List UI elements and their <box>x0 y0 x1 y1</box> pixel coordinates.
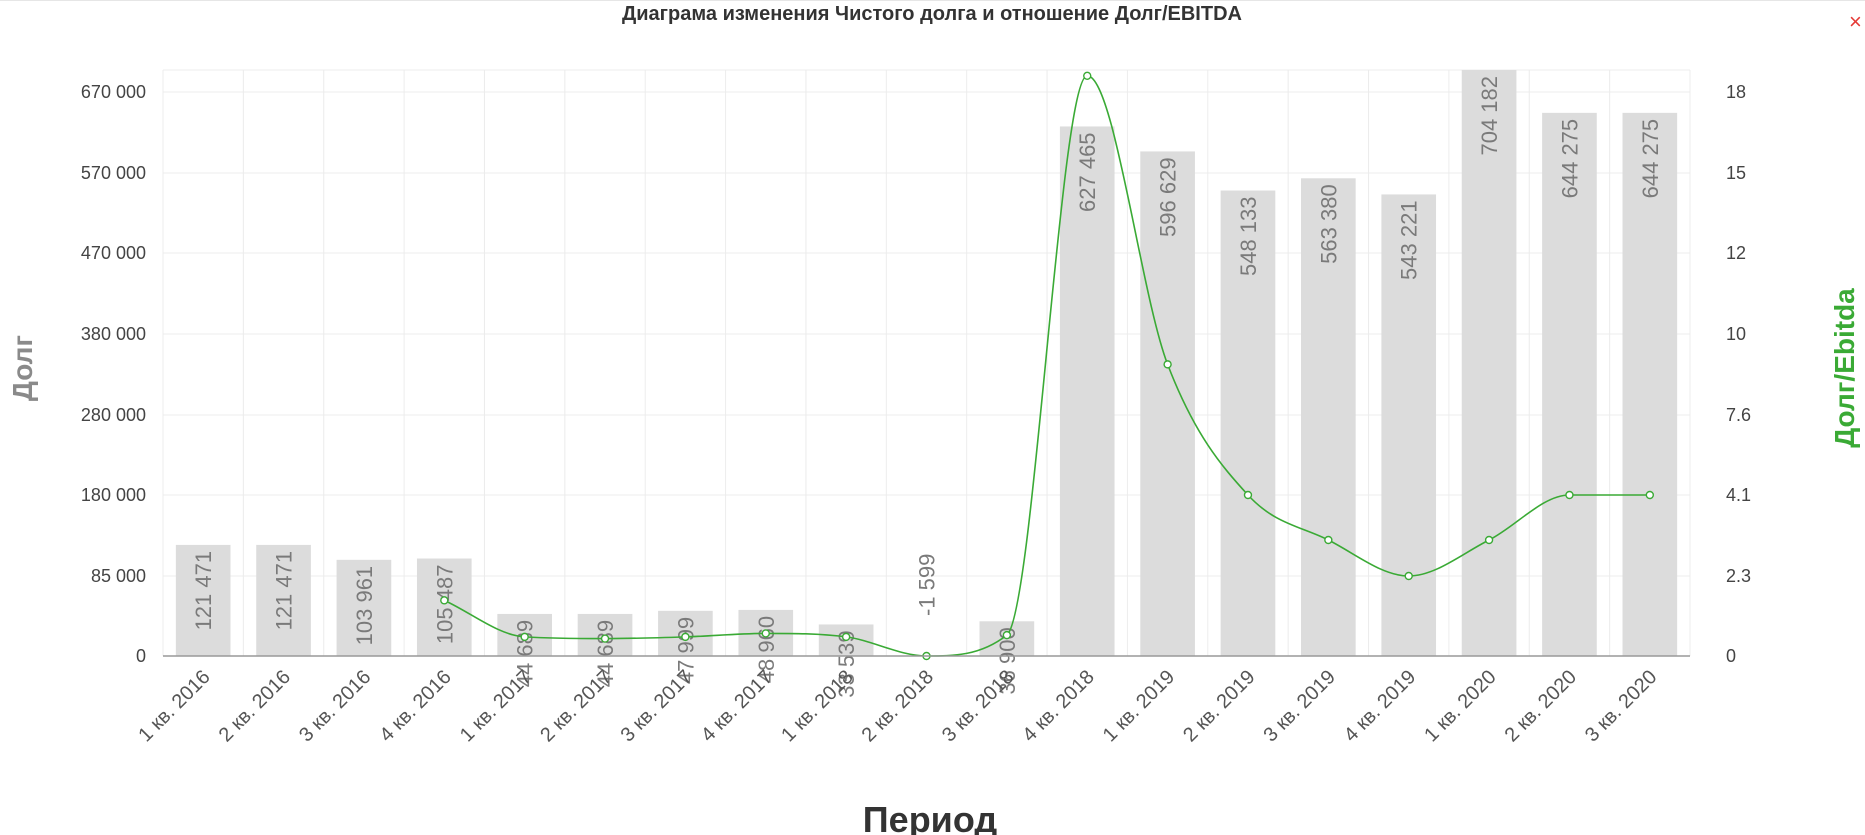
bar-value-label: 644 275 <box>1557 119 1582 199</box>
x-tick-label: 3 кв. 2018 <box>938 666 1018 746</box>
x-tick-label: 1 кв. 2018 <box>777 666 857 746</box>
bar-value-label: 543 221 <box>1397 200 1422 280</box>
x-tick-label: 3 кв. 2017 <box>617 666 697 746</box>
ratio-point <box>1083 71 1092 81</box>
ratio-point <box>440 596 449 605</box>
ratio-line-series <box>440 71 1655 661</box>
x-tick-label: 2 кв. 2020 <box>1501 666 1581 746</box>
bar <box>1301 178 1356 656</box>
y-axis-title-left: Долг <box>7 335 38 401</box>
bar-value-label: 103 961 <box>352 566 377 646</box>
x-tick-label: 4 кв. 2017 <box>697 666 777 746</box>
x-tick-label: 1 кв. 2019 <box>1099 666 1179 746</box>
bar <box>1220 190 1276 657</box>
chart-title: Диаграма изменения Чистого долга и отнош… <box>622 3 1242 25</box>
ratio-point <box>1404 571 1413 581</box>
x-tick-label: 3 кв. 2020 <box>1581 666 1661 746</box>
close-icon[interactable]: × <box>1849 9 1862 34</box>
x-tick-label: 1 кв. 2017 <box>456 666 536 746</box>
ratio-point <box>520 632 529 642</box>
x-tick-label: 1 кв. 2020 <box>1420 666 1500 746</box>
bar-value-label: 48 960 <box>754 616 779 683</box>
bar <box>256 544 311 656</box>
x-axis-title: Период <box>863 799 998 835</box>
ratio-point <box>1002 630 1012 640</box>
bar-value-label: -1 599 <box>915 554 940 616</box>
right-tick-label: 4.1 <box>1726 485 1751 505</box>
x-tick-label: 2 кв. 2016 <box>215 666 295 746</box>
ratio-point <box>681 632 690 642</box>
top-divider <box>0 0 1865 1</box>
left-tick-label: 570 000 <box>81 163 146 183</box>
bar <box>1059 126 1115 656</box>
ratio-point <box>1324 535 1333 545</box>
bar <box>1622 112 1678 656</box>
bar-value-label: 596 629 <box>1156 157 1181 237</box>
bar-value-label: 47 999 <box>673 617 698 684</box>
left-tick-label: 670 000 <box>81 82 146 102</box>
left-axis-ticks: 0 85 000 180 000 280 000 380 000 470 000 570 0… <box>81 82 146 666</box>
bar <box>416 558 472 656</box>
left-tick-label: 180 000 <box>81 485 146 505</box>
x-tick-label: 1 кв. 2016 <box>134 666 214 746</box>
right-tick-label: 7.6 <box>1726 405 1751 425</box>
right-tick-label: 0 <box>1726 646 1736 666</box>
bar-value-label: 548 133 <box>1236 196 1261 276</box>
bar-value-label: 704 182 <box>1477 76 1502 156</box>
x-tick-label: 2 кв. 2019 <box>1179 666 1259 746</box>
x-tick-label: 2 кв. 2018 <box>858 666 938 746</box>
ratio-point <box>761 629 770 638</box>
left-tick-label: 380 000 <box>81 324 146 344</box>
left-tick-label: 0 <box>136 646 146 666</box>
right-tick-label: 15 <box>1726 163 1746 183</box>
ratio-point <box>1565 490 1574 500</box>
bar <box>1542 112 1597 656</box>
left-tick-label: 280 000 <box>81 405 146 425</box>
y-axis-title-right: Долг/Ebitda <box>1829 288 1860 448</box>
bar-value-label: 563 380 <box>1316 184 1341 264</box>
bar-value-label: 627 465 <box>1075 132 1100 212</box>
bar <box>175 544 231 656</box>
bar-value-label: 33 539 <box>834 630 859 697</box>
bar-value-label: 44 689 <box>513 620 538 687</box>
right-tick-label: 12 <box>1726 243 1746 263</box>
bar-series <box>175 70 1678 657</box>
right-axis-ticks: 0 2.3 4.1 7.6 10 12 15 18 <box>1726 82 1751 666</box>
x-tick-label: 4 кв. 2016 <box>375 666 455 746</box>
bar-value-label: 121 471 <box>272 551 297 631</box>
ratio-point <box>1484 535 1494 545</box>
ratio-point <box>841 632 851 642</box>
left-tick-label: 85 000 <box>91 566 146 586</box>
right-tick-label: 18 <box>1726 82 1746 102</box>
bar <box>1140 151 1195 656</box>
x-tick-label: 4 кв. 2019 <box>1340 666 1420 746</box>
bar-value-label: 644 275 <box>1638 119 1663 199</box>
right-tick-label: 10 <box>1726 324 1746 344</box>
x-tick-label: 4 кв. 2018 <box>1018 666 1098 746</box>
bar <box>336 559 392 656</box>
ratio-point <box>600 634 610 643</box>
ratio-point <box>1243 490 1253 500</box>
bar-value-label: 44 689 <box>593 620 618 687</box>
left-tick-label: 470 000 <box>81 243 146 263</box>
x-tick-label: 3 кв. 2016 <box>295 666 375 746</box>
ratio-point <box>1163 360 1172 369</box>
x-tick-label: 3 кв. 2019 <box>1259 666 1339 746</box>
right-tick-label: 2.3 <box>1726 566 1751 586</box>
x-tick-label: 2 кв. 2017 <box>536 666 616 746</box>
bar <box>1461 70 1517 656</box>
x-axis-ticks: 1 кв. 2016 2 кв. 2016 3 кв. 2016 4 кв. 2016… <box>134 666 1661 746</box>
ratio-point <box>1645 490 1655 500</box>
bar-value-label: 121 471 <box>191 551 216 631</box>
